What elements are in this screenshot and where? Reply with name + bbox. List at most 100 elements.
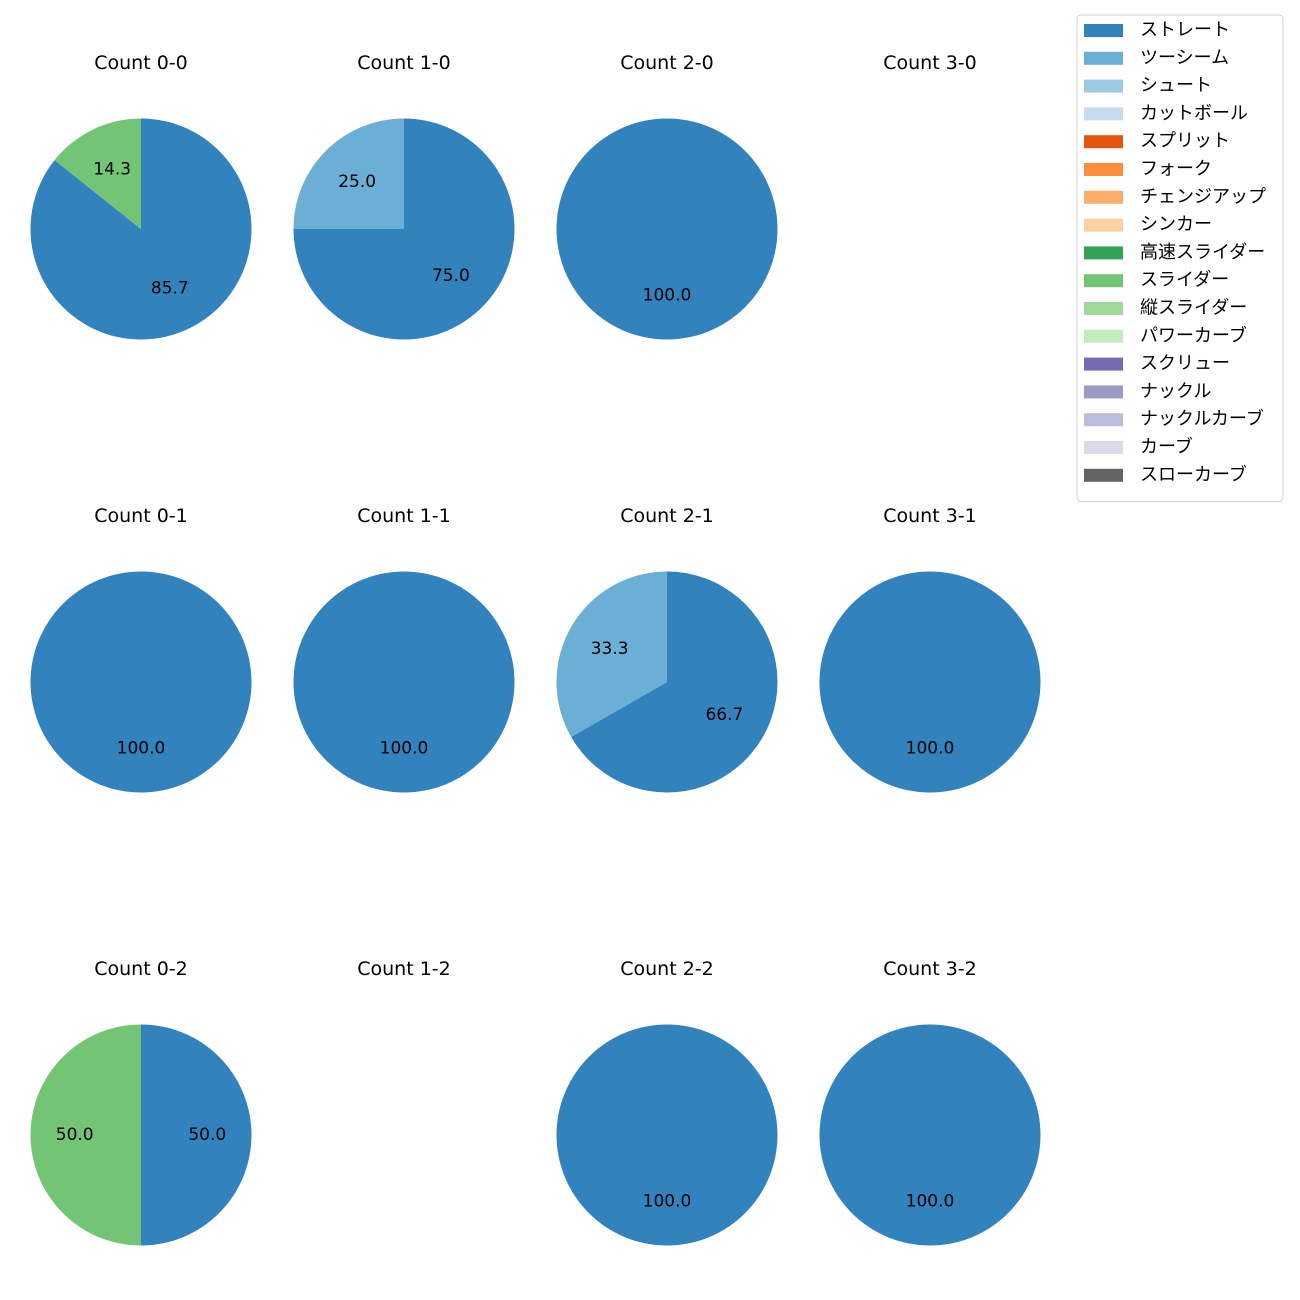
- pie-title: Count 0-2: [94, 958, 188, 980]
- pie-title: Count 1-1: [357, 505, 451, 527]
- pie-slice-label: 33.3: [591, 639, 629, 659]
- legend-label: スライダー: [1140, 270, 1229, 291]
- legend-label: カットボール: [1140, 103, 1248, 124]
- legend-swatch: [1084, 190, 1123, 204]
- pie-chart: Count 3-2 100.0: [819, 958, 1041, 1246]
- pie-slice: [30, 571, 252, 793]
- pie-slice-label: 100.0: [643, 285, 692, 305]
- pie-title: Count 2-2: [620, 958, 714, 980]
- pie-slice-label: 100.0: [643, 1191, 692, 1211]
- legend-item: 縦スライダー: [1084, 298, 1247, 319]
- pie-slice-label: 100.0: [906, 738, 955, 758]
- legend-label: スクリュー: [1140, 353, 1230, 374]
- legend-item: シュート: [1084, 75, 1212, 96]
- pie-title: Count 2-1: [620, 505, 714, 527]
- legend-item: ストレート: [1084, 20, 1230, 41]
- pie-chart: Count 1-1 100.0: [293, 505, 515, 793]
- legend-swatch: [1084, 413, 1123, 427]
- legend-label: ストレート: [1140, 20, 1230, 41]
- legend-label: スローカーブ: [1140, 463, 1247, 485]
- legend-item: スクリュー: [1084, 353, 1230, 374]
- legend-item: カーブ: [1084, 436, 1193, 458]
- pie-slice: [293, 118, 404, 229]
- pie-chart: Count 0-1 100.0: [30, 505, 252, 793]
- pie-title: Count 3-0: [883, 52, 977, 74]
- legend-label: フォーク: [1140, 159, 1212, 180]
- pie-slice-label: 66.7: [705, 705, 743, 725]
- legend-swatch: [1084, 51, 1123, 65]
- pie-chart: Count 3-0: [883, 52, 977, 74]
- legend-item: ナックルカーブ: [1084, 408, 1264, 430]
- pie-slice-label: 100.0: [380, 738, 429, 758]
- pie-chart: Count 2-2 100.0: [556, 958, 778, 1246]
- legend-label: ナックルカーブ: [1140, 408, 1264, 430]
- pie-slice-label: 100.0: [117, 738, 166, 758]
- legend-swatch: [1084, 441, 1123, 454]
- pie-slice: [819, 1024, 1041, 1246]
- legend-swatch: [1084, 468, 1123, 482]
- pie-slice: [556, 118, 778, 340]
- pie-slice-label: 14.3: [93, 159, 131, 179]
- legend-label: チェンジアップ: [1140, 186, 1266, 207]
- legend-label: パワーカーブ: [1140, 324, 1247, 346]
- legend-label: スプリット: [1140, 131, 1230, 152]
- legend-swatch: [1084, 218, 1123, 232]
- pie-chart: Count 2-0 100.0: [556, 52, 778, 340]
- pie-slice-label: 50.0: [56, 1125, 94, 1145]
- legend-item: スプリット: [1084, 131, 1230, 152]
- legend-swatch: [1084, 329, 1123, 343]
- legend-swatch: [1084, 302, 1123, 315]
- pie-title: Count 1-2: [357, 958, 451, 980]
- pie-slice-label: 85.7: [151, 279, 189, 299]
- legend-item: パワーカーブ: [1084, 324, 1247, 346]
- pie-slice: [141, 1024, 252, 1246]
- legend-item: チェンジアップ: [1084, 186, 1266, 207]
- legend-label: カーブ: [1140, 436, 1193, 458]
- legend-swatch: [1084, 135, 1123, 149]
- pie-slice: [30, 1024, 142, 1246]
- pie-slice-label: 100.0: [906, 1191, 955, 1211]
- pie-slice: [293, 571, 515, 793]
- legend-item: カットボール: [1084, 103, 1248, 124]
- legend-swatch: [1084, 357, 1123, 371]
- pie-chart: Count 1-0 75.0 25.0: [293, 52, 515, 340]
- legend-item: フォーク: [1084, 159, 1212, 180]
- legend-frame: [1076, 14, 1284, 503]
- legend-label: 縦スライダー: [1140, 298, 1247, 319]
- pie-slice: [819, 571, 1041, 793]
- pie-slice-label: 75.0: [432, 266, 470, 286]
- pie-slice-label: 50.0: [188, 1125, 226, 1145]
- legend: ストレートツーシームシュートカットボールスプリットフォークチェンジアップシンカー…: [1076, 14, 1284, 503]
- legend-item: 高速スライダー: [1084, 242, 1265, 263]
- legend-swatch: [1084, 385, 1123, 399]
- legend-label: ナックル: [1140, 381, 1211, 402]
- legend-swatch: [1084, 274, 1123, 288]
- pie-title: Count 2-0: [620, 52, 714, 74]
- legend-swatch: [1084, 24, 1123, 37]
- legend-label: シュート: [1140, 75, 1212, 96]
- legend-item: スライダー: [1084, 270, 1229, 291]
- pie-title: Count 3-2: [883, 958, 977, 980]
- legend-item: スローカーブ: [1084, 463, 1247, 485]
- pie-slice: [54, 118, 141, 229]
- legend-label: シンカー: [1140, 214, 1212, 235]
- pie-slice: [556, 571, 667, 738]
- legend-label: 高速スライダー: [1140, 242, 1265, 263]
- pie-slice: [556, 1024, 778, 1246]
- pie-chart: Count 0-0 85.7 14.3: [30, 52, 252, 340]
- pie-title: Count 3-1: [883, 505, 977, 527]
- legend-swatch: [1084, 79, 1123, 93]
- pie-title: Count 0-0: [94, 52, 188, 74]
- legend-label: ツーシーム: [1140, 47, 1229, 68]
- legend-swatch: [1084, 246, 1123, 260]
- pie-chart: Count 2-1 66.7 33.3: [556, 505, 778, 793]
- legend-swatch: [1084, 107, 1123, 121]
- legend-swatch: [1084, 163, 1123, 176]
- pie-chart: Count 3-1 100.0: [819, 505, 1041, 793]
- pie-title: Count 1-0: [357, 52, 451, 74]
- pie-title: Count 0-1: [94, 505, 188, 527]
- pie-chart: Count 1-2: [357, 958, 451, 980]
- legend-item: シンカー: [1084, 214, 1212, 235]
